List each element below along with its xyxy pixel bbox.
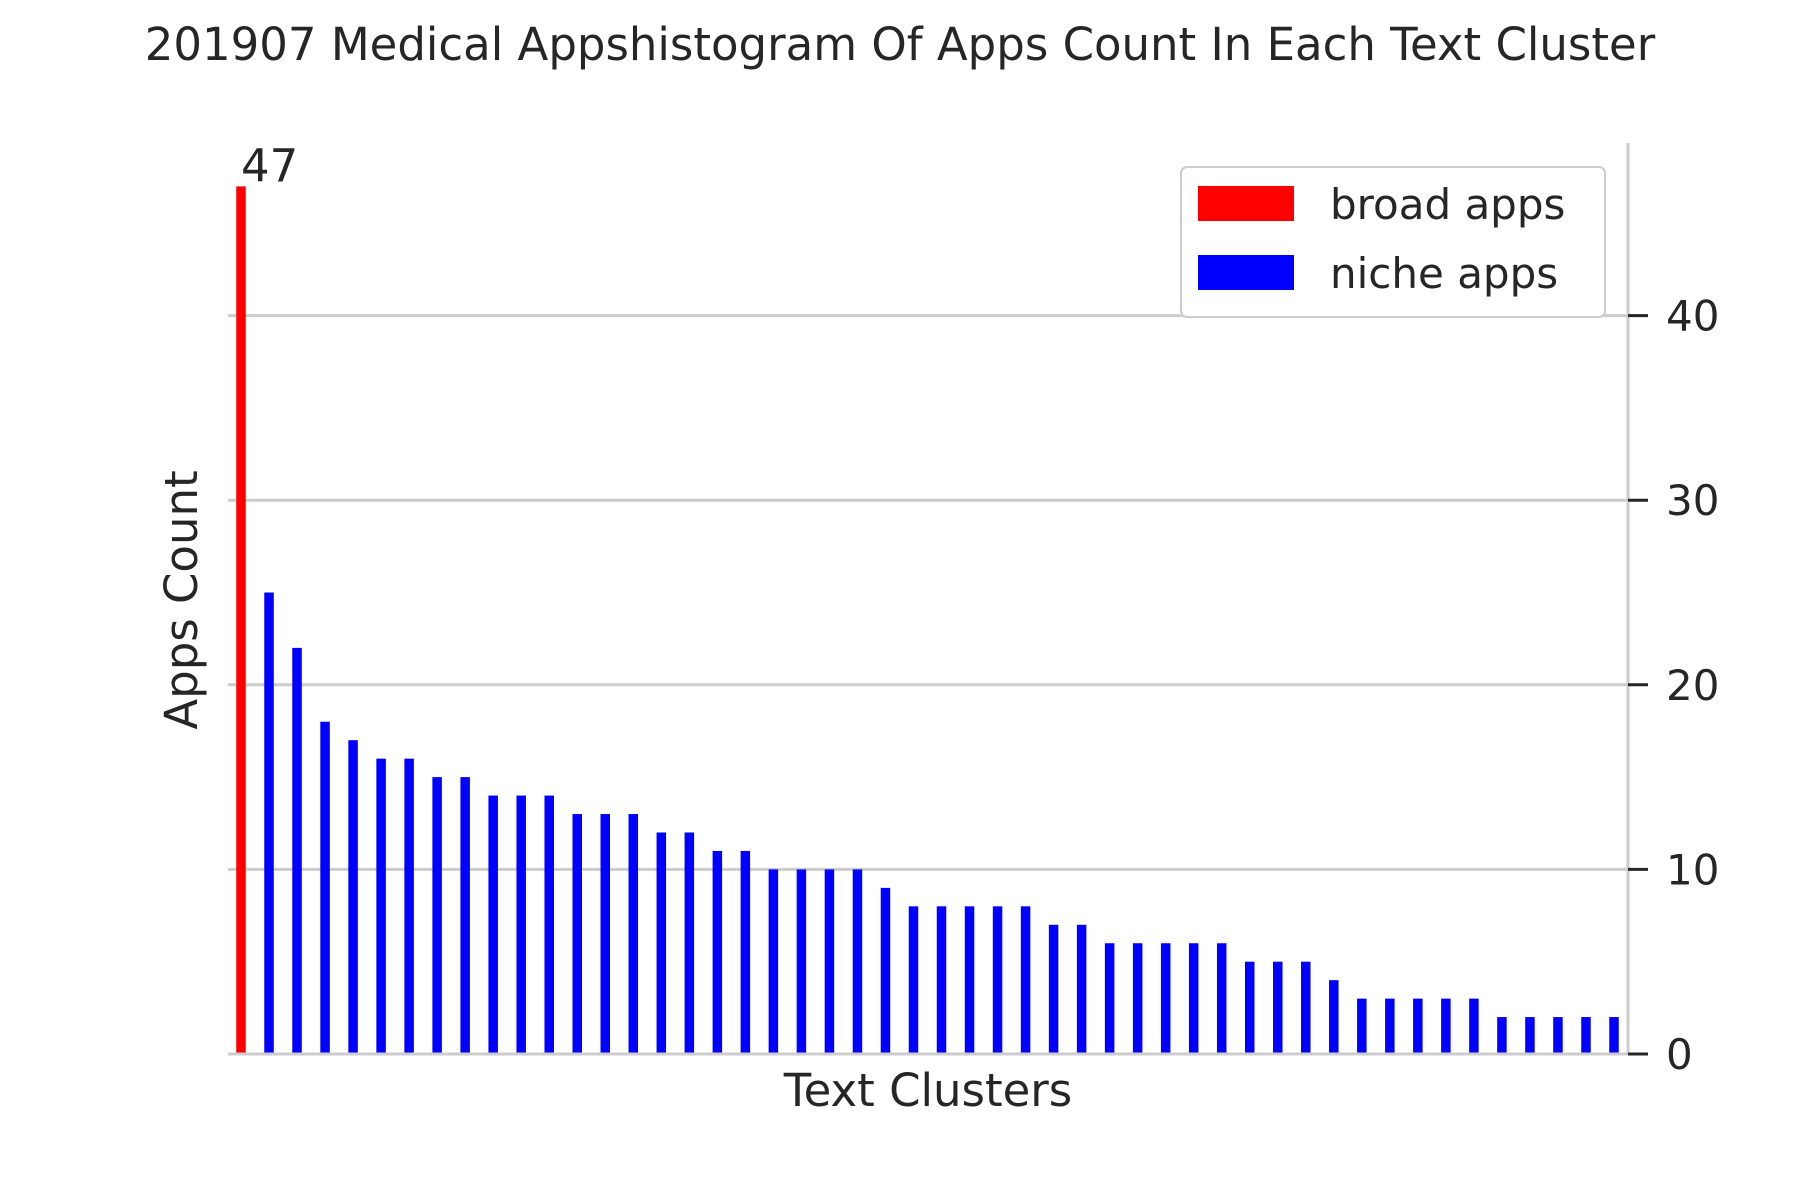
bar-niche-apps-24 (908, 906, 919, 1054)
bar-niche-apps-18 (740, 850, 751, 1054)
bar-niche-apps-36 (1244, 961, 1255, 1054)
bar-niche-apps-32 (1132, 943, 1143, 1054)
bar-niche-apps-28 (1020, 906, 1031, 1054)
bar-niche-apps-44 (1469, 998, 1479, 1054)
bar-niche-apps-38 (1301, 961, 1311, 1054)
bar-niche-apps-1 (264, 592, 274, 1054)
data-labels: 47 (241, 139, 298, 192)
bar-niche-apps-31 (1104, 943, 1115, 1054)
bar-niche-apps-3 (320, 721, 330, 1054)
y-tick-label-20: 20 (1666, 661, 1719, 710)
bar-niche-apps-37 (1273, 961, 1283, 1054)
bar-niche-apps-10 (516, 795, 526, 1054)
bar-niche-apps-35 (1216, 943, 1227, 1054)
bar-niche-apps-4 (348, 740, 358, 1054)
bar-niche-apps-40 (1357, 998, 1367, 1054)
axes: 0 10 20 30 40 (228, 143, 1719, 1079)
bar-niche-apps-21 (824, 869, 835, 1054)
bar-niche-apps-22 (852, 869, 863, 1054)
bar-niche-apps-47 (1553, 1017, 1563, 1054)
bar-niche-apps-9 (488, 795, 498, 1054)
bar-niche-apps-33 (1160, 943, 1171, 1054)
y-tick-label-0: 0 (1666, 1030, 1693, 1079)
bar-niche-apps-14 (628, 814, 639, 1054)
bar-niche-apps-39 (1329, 980, 1339, 1054)
data-label-0: 47 (241, 139, 298, 192)
bar-niche-apps-42 (1413, 998, 1423, 1054)
bar-niche-apps-6 (404, 758, 414, 1054)
y-tick-label-30: 30 (1666, 476, 1719, 525)
bar-niche-apps-7 (432, 777, 442, 1054)
y-tick-label-40: 40 (1666, 292, 1719, 341)
bar-niche-apps-29 (1048, 924, 1059, 1054)
bar-niche-apps-19 (768, 869, 779, 1054)
bar-niche-apps-2 (292, 647, 302, 1054)
bar-niche-apps-16 (684, 832, 695, 1054)
bar-niche-apps-27 (992, 906, 1003, 1054)
bar-niche-apps-34 (1188, 943, 1199, 1054)
bar-niche-apps-23 (880, 887, 891, 1054)
bars (236, 186, 1619, 1054)
bar-niche-apps-48 (1581, 1017, 1591, 1054)
legend: broad apps niche apps (1180, 166, 1606, 318)
bar-niche-apps-12 (572, 814, 582, 1054)
bar-niche-apps-8 (460, 777, 470, 1054)
bar-niche-apps-15 (656, 832, 667, 1054)
bar-niche-apps-26 (964, 906, 975, 1054)
y-tick-label-10: 10 (1666, 845, 1719, 894)
legend-label-niche-apps: niche apps (1330, 249, 1558, 298)
bar-niche-apps-46 (1525, 1017, 1535, 1054)
bar-niche-apps-11 (544, 795, 554, 1054)
bar-niche-apps-45 (1497, 1017, 1507, 1054)
bar-niche-apps-30 (1076, 924, 1087, 1054)
bar-niche-apps-5 (376, 758, 386, 1054)
bar-broad-apps-0 (236, 186, 246, 1054)
bar-niche-apps-43 (1441, 998, 1451, 1054)
bar-niche-apps-49 (1609, 1017, 1619, 1054)
bar-niche-apps-13 (600, 814, 611, 1054)
chart-title: 201907 Medical Appshistogram Of Apps Cou… (145, 18, 1656, 71)
bar-niche-apps-25 (936, 906, 947, 1054)
legend-swatch-broad-apps (1198, 186, 1294, 221)
bar-niche-apps-17 (712, 850, 723, 1054)
bar-niche-apps-41 (1385, 998, 1395, 1054)
x-axis-label: Text Clusters (783, 1064, 1072, 1117)
bar-niche-apps-20 (796, 869, 807, 1054)
legend-label-broad-apps: broad apps (1330, 180, 1565, 229)
y-axis-label: Apps Count (155, 470, 208, 729)
legend-swatch-niche-apps (1198, 255, 1294, 290)
